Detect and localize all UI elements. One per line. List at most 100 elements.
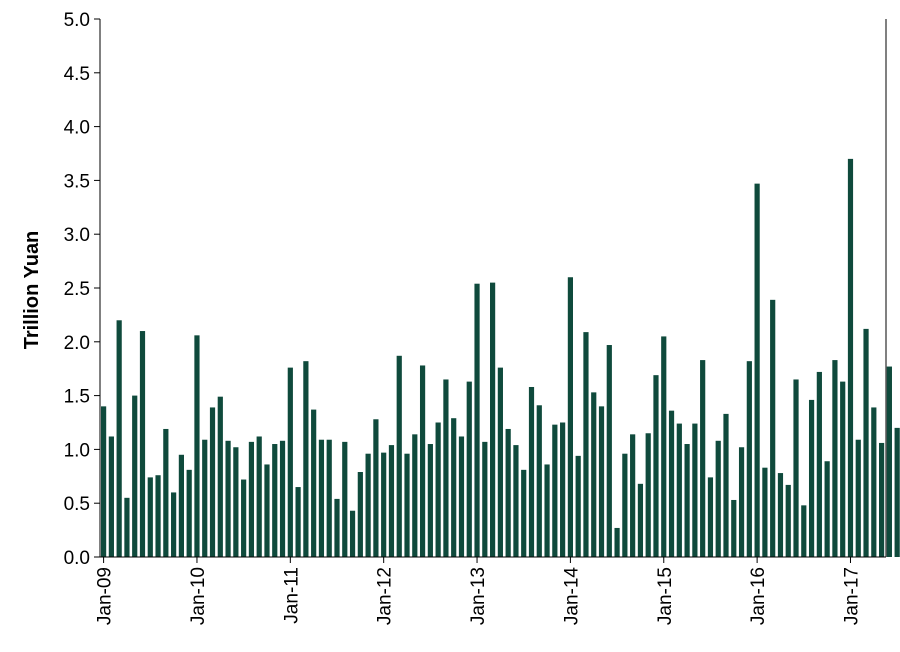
bar-48: [474, 283, 480, 557]
bar-100: [879, 442, 885, 557]
bar-39: [404, 453, 410, 557]
x-tick-label-3: Jan-12: [375, 567, 396, 625]
bar-16: [225, 440, 231, 557]
bar-5: [139, 331, 146, 557]
bar-87: [777, 473, 784, 557]
bar-88: [785, 484, 791, 557]
bar-96: [847, 158, 854, 557]
x-tick-label-0: Jan-09: [95, 567, 116, 625]
bar-33: [357, 472, 363, 557]
bar-21: [264, 464, 270, 557]
bar-84: [754, 183, 760, 557]
bar-89: [793, 379, 799, 557]
bar-61: [575, 455, 581, 557]
bar-45: [451, 418, 457, 557]
bar-78: [707, 477, 714, 557]
x-tick-label-2: Jan-11: [281, 567, 302, 624]
bar-24: [287, 367, 293, 557]
bar-46: [458, 436, 465, 557]
bar-71: [653, 375, 659, 557]
bar-97: [855, 439, 861, 557]
bar-55: [528, 386, 535, 557]
bar-85: [762, 467, 768, 557]
bar-73: [668, 410, 675, 557]
bar-41: [419, 365, 426, 557]
bar-75: [684, 444, 690, 557]
bar-56: [536, 405, 542, 557]
y-tick-label-3: 1.5: [64, 387, 90, 408]
bar-54: [521, 469, 527, 557]
x-tick-label-1: Jan-10: [188, 567, 209, 625]
bar-35: [373, 419, 379, 557]
bar-76: [692, 423, 698, 557]
x-tick-label-6: Jan-15: [655, 567, 676, 625]
bar-86: [770, 299, 776, 557]
bar-22: [272, 444, 278, 557]
bar-58: [552, 424, 558, 557]
bar-60: [567, 277, 573, 557]
x-tick-label-4: Jan-13: [468, 567, 489, 625]
bar-53: [513, 445, 519, 557]
bar-31: [342, 441, 348, 557]
bar-59: [560, 422, 566, 557]
bar-90: [801, 505, 807, 557]
bar-94: [832, 360, 838, 557]
bar-34: [365, 453, 371, 557]
bar-68: [630, 434, 636, 557]
bar-49: [482, 441, 488, 557]
y-ticks-group: 0.0 0.5 1.0 1.5 2.0 2.5 3.0 3.5 4.0 4.5 5.0: [64, 10, 100, 569]
bar-32: [349, 510, 356, 557]
bar-13: [202, 439, 208, 557]
bar-17: [233, 447, 239, 557]
bar-67: [622, 453, 628, 557]
bar-8: [163, 428, 169, 557]
bar-80: [723, 413, 729, 557]
bar-74: [676, 423, 682, 557]
y-tick-label-5: 2.5: [64, 279, 90, 300]
bar-95: [840, 381, 846, 557]
bar-15: [217, 396, 223, 557]
bar-36: [381, 452, 387, 557]
bar-27: [311, 409, 317, 557]
bar-63: [591, 392, 597, 557]
bar-47: [466, 381, 472, 557]
bars-group: [101, 158, 900, 557]
bar-57: [544, 464, 550, 557]
bar-101: [886, 366, 892, 557]
bar-25: [295, 487, 301, 557]
bar-11: [186, 469, 192, 557]
bar-52: [505, 428, 511, 557]
y-tick-label-10: 5.0: [64, 10, 90, 31]
bar-70: [645, 433, 651, 557]
bar-81: [731, 499, 737, 557]
y-tick-label-7: 3.5: [64, 171, 90, 192]
y-tick-label-2: 1.0: [64, 440, 90, 461]
bar-77: [700, 360, 706, 557]
bar-50: [490, 282, 496, 557]
bar-38: [396, 355, 402, 557]
bar-6: [147, 477, 153, 557]
bar-65: [606, 345, 612, 557]
bar-69: [637, 483, 644, 557]
bar-42: [427, 444, 433, 557]
bar-4: [132, 395, 138, 557]
bar-83: [746, 361, 752, 557]
bar-92: [816, 371, 822, 557]
bar-0: [101, 406, 107, 557]
bar-19: [248, 441, 255, 557]
bar-37: [388, 445, 395, 557]
bar-102: [894, 427, 900, 557]
bar-82: [738, 447, 745, 557]
bar-28: [318, 439, 325, 557]
bar-66: [614, 527, 620, 557]
y-tick-label-9: 4.5: [64, 64, 90, 85]
bar-26: [303, 361, 309, 557]
bar-79: [715, 440, 721, 557]
bar-14: [209, 407, 216, 557]
y-axis-title: Trillion Yuan: [21, 231, 43, 350]
bar-40: [412, 434, 418, 557]
bar-64: [598, 406, 605, 557]
bar-93: [824, 461, 830, 557]
bar-18: [241, 479, 247, 557]
